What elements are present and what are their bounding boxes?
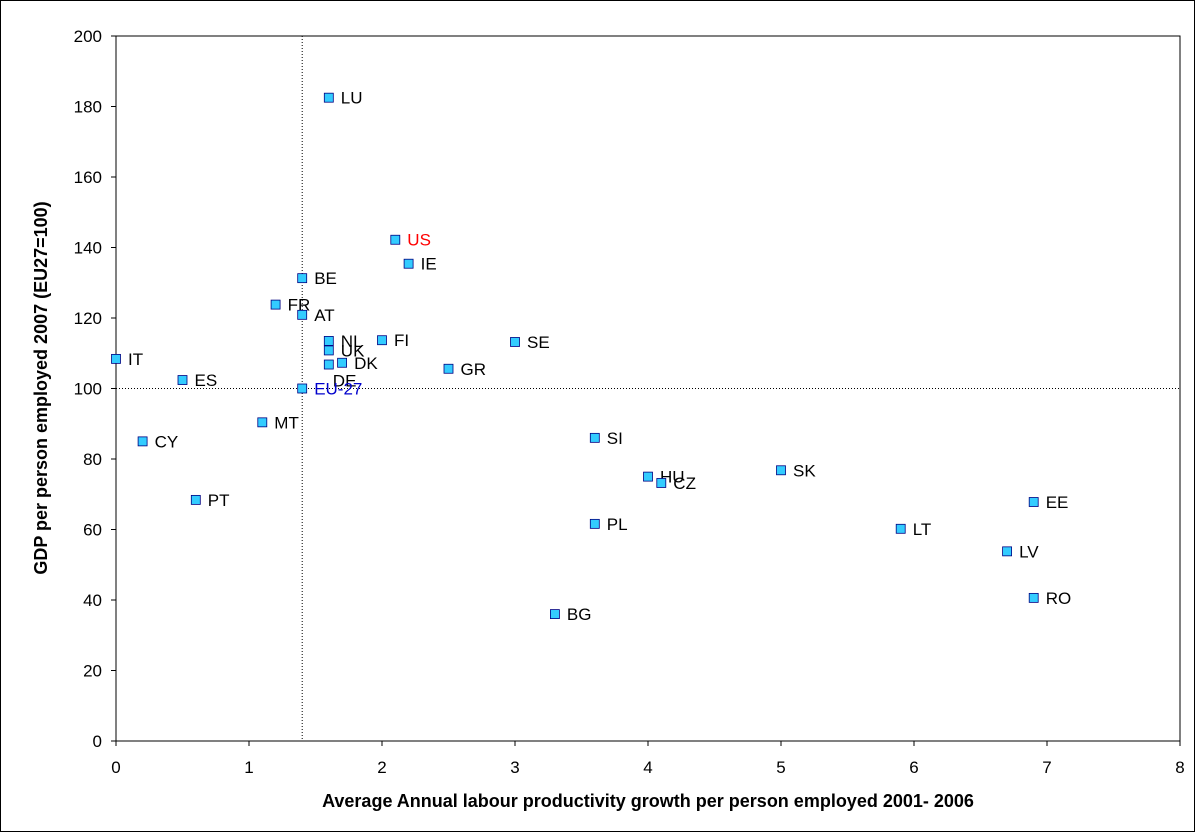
data-point-se: [510, 337, 520, 347]
y-tick-label: 40: [83, 591, 102, 610]
x-tick-label: 2: [377, 758, 386, 777]
data-point-es: [177, 375, 188, 385]
point-label-lt: LT: [913, 520, 932, 539]
data-point-bg: [550, 609, 560, 619]
point-label-ro: RO: [1046, 589, 1072, 608]
data-point-at: [297, 309, 308, 320]
data-point-it: [111, 353, 121, 364]
x-tick-label: 6: [909, 758, 918, 777]
point-label-bg: BG: [567, 605, 592, 624]
data-point-nl: [323, 336, 334, 346]
x-tick-label: 7: [1042, 758, 1051, 777]
data-point-fr: [270, 299, 281, 310]
data-point-pt: [190, 494, 201, 505]
data-point-sk: [776, 465, 786, 476]
point-label-si: SI: [607, 429, 623, 448]
point-label-us: US: [407, 231, 431, 250]
data-point-fi: [377, 335, 387, 346]
y-axis: 0 20 40 60 80 100 120 140 160 180 200: [74, 27, 116, 751]
point-label-dk: DK: [354, 354, 378, 373]
x-tick-label: 4: [643, 758, 652, 777]
data-point-pl: [589, 518, 600, 529]
reference-lines: [116, 36, 1180, 741]
y-tick-label: 200: [74, 27, 102, 46]
y-tick-label: 20: [83, 662, 102, 681]
point-label-eu-27: EU-27: [314, 380, 362, 399]
data-point-us: [390, 234, 401, 245]
point-label-cy: CY: [155, 432, 179, 451]
point-label-be: BE: [314, 269, 337, 288]
point-label-nl: NL: [341, 332, 363, 351]
data-point-uk: [323, 345, 334, 356]
data-point-lv: [1002, 546, 1012, 557]
point-label-ee: EE: [1046, 493, 1069, 512]
x-axis: 0 1 2 3 4 5 6 7 8: [111, 741, 1185, 777]
y-axis-title: GDP per person employed 2007 (EU27=100): [31, 201, 51, 574]
point-label-at: AT: [314, 306, 334, 325]
data-point-cy: [137, 436, 148, 447]
point-label-se: SE: [527, 333, 550, 352]
data-point-mt: [257, 417, 268, 428]
data-point-dk: [337, 357, 348, 368]
data-point-ee: [1028, 497, 1039, 507]
data-point-eu-27: [297, 383, 308, 394]
point-label-pt: PT: [208, 491, 230, 510]
data-point-lu: [323, 92, 334, 103]
data-point-gr: [443, 363, 454, 374]
y-tick-label: 180: [74, 98, 102, 117]
point-label-ie: IE: [421, 255, 437, 274]
data-point-lt: [895, 523, 906, 534]
x-tick-label: 5: [776, 758, 785, 777]
point-label-lu: LU: [341, 89, 363, 108]
point-label-lv: LV: [1019, 542, 1039, 561]
x-tick-label: 3: [510, 758, 519, 777]
point-label-mt: MT: [274, 413, 299, 432]
data-point-cz: [656, 478, 667, 488]
y-tick-label: 0: [93, 732, 102, 751]
y-tick-label: 80: [83, 450, 102, 469]
x-tick-label: 8: [1175, 758, 1184, 777]
x-tick-label: 0: [111, 758, 120, 777]
point-label-uk: UK: [341, 341, 365, 360]
y-tick-label: 160: [74, 168, 102, 187]
point-label-cz: CZ: [673, 474, 696, 493]
data-point-be: [297, 273, 308, 284]
point-label-es: ES: [195, 371, 218, 390]
point-label-fr: FR: [288, 296, 311, 315]
y-tick-label: 120: [74, 309, 102, 328]
y-tick-label: 60: [83, 521, 102, 540]
x-axis-title: Average Annual labour productivity growt…: [322, 791, 974, 811]
data-point-si: [589, 432, 600, 443]
data-point-de: [323, 359, 334, 370]
point-label-fi: FI: [394, 331, 409, 350]
y-tick-label: 100: [74, 380, 102, 399]
point-label-it: IT: [128, 350, 143, 369]
data-point-hu: [643, 471, 653, 482]
x-tick-label: 1: [244, 758, 253, 777]
data-point-ie: [403, 258, 414, 269]
data-point-ro: [1028, 592, 1039, 603]
point-label-sk: SK: [793, 461, 816, 480]
point-label-de: DE: [333, 372, 357, 391]
y-tick-label: 140: [74, 239, 102, 258]
point-label-pl: PL: [607, 515, 628, 534]
point-label-gr: GR: [461, 360, 487, 379]
